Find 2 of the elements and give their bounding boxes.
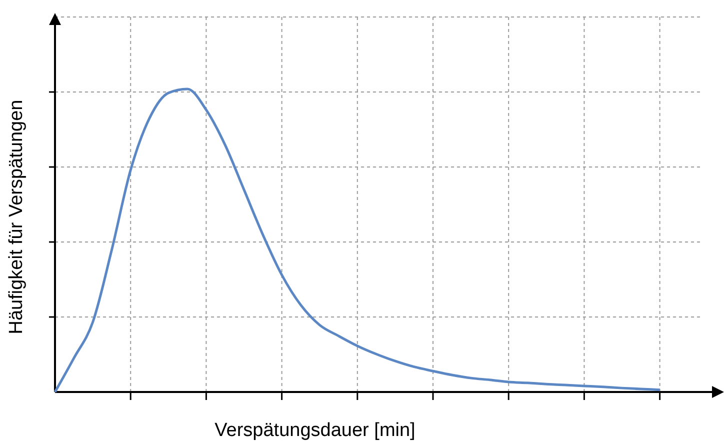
y-axis-title: Häufigkeit für Verspätungen [6, 100, 27, 334]
x-axis-title: Verspätungsdauer [min] [214, 420, 416, 441]
